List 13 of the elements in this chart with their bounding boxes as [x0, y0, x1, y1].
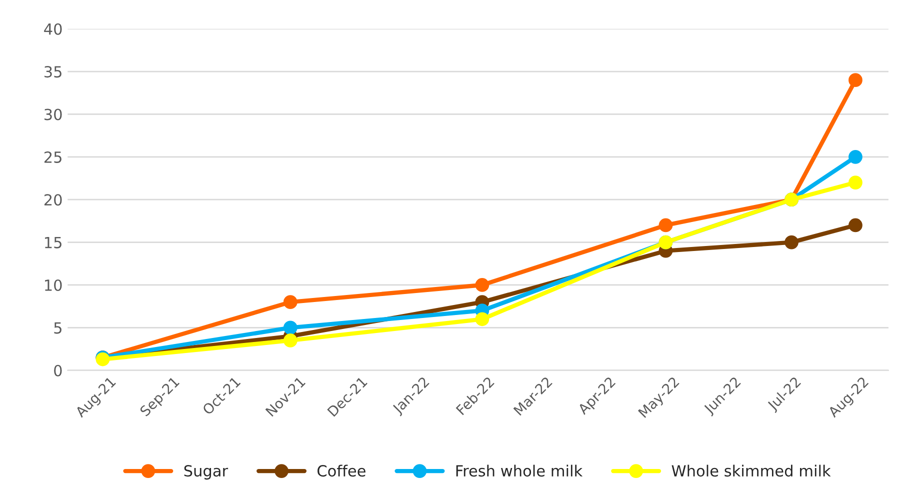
legend-label: Whole skimmed milk	[672, 464, 831, 477]
y-tick-label: 5	[54, 322, 62, 334]
y-tick-label: 15	[45, 236, 62, 248]
y-tick-label: 25	[44, 151, 62, 163]
y-tick-label: 35	[44, 66, 62, 78]
legend-label: Fresh whole milk	[456, 464, 583, 477]
y-tick-label: 0	[54, 364, 62, 376]
y-tick-label: 10	[45, 279, 62, 292]
y-tick-label: 30	[44, 108, 62, 120]
legend-label: Coffee	[318, 464, 366, 477]
y-tick-label: 20	[44, 194, 62, 206]
legend-label: Sugar	[184, 465, 228, 480]
y-tick-label: 40	[44, 23, 62, 35]
